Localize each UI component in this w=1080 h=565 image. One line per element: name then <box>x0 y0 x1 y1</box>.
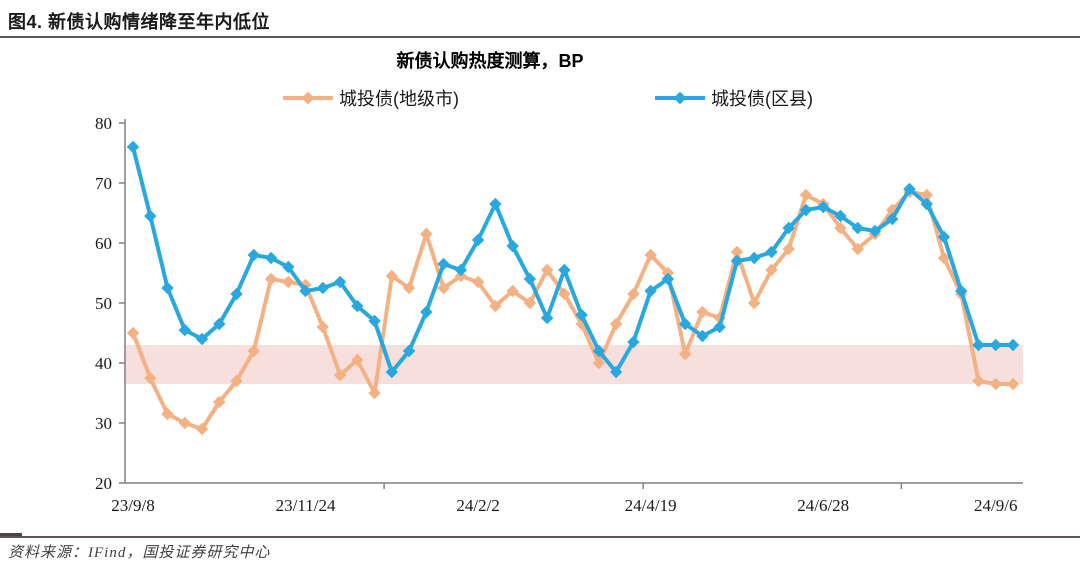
legend-label-city-level: 城投债(地级市) <box>339 89 459 109</box>
footer-rule <box>0 536 1080 538</box>
source-text: 资料来源：IFind，国投证券研究中心 <box>8 545 271 561</box>
title-rule <box>0 36 1080 38</box>
svg-text:50: 50 <box>95 294 112 313</box>
svg-text:20: 20 <box>95 474 112 493</box>
legend-line-sample-city <box>283 91 333 105</box>
footer-dash <box>0 533 22 536</box>
legend-item-city-level[interactable]: 城投债(地级市) <box>283 86 459 110</box>
legend-line-sample-county <box>655 91 705 105</box>
svg-text:60: 60 <box>95 234 112 253</box>
svg-text:70: 70 <box>95 174 112 193</box>
x-axis-labels: 23/9/8 23/11/24 24/2/2 24/4/19 24/6/28 24/9/6 <box>111 496 1017 515</box>
y-axis-ticks: 20 30 40 50 60 70 80 <box>95 114 125 493</box>
svg-text:24/6/28: 24/6/28 <box>797 496 849 515</box>
series-city-level <box>126 185 1020 436</box>
series-county-level <box>126 140 1020 379</box>
x-axis-ticks <box>383 483 903 489</box>
svg-text:23/9/8: 23/9/8 <box>111 496 154 515</box>
svg-text:24/9/6: 24/9/6 <box>974 496 1017 515</box>
svg-text:23/11/24: 23/11/24 <box>276 496 336 515</box>
svg-text:40: 40 <box>95 354 112 373</box>
figure-title: 图4. 新债认购情绪降至年内低位 <box>8 12 271 32</box>
legend-item-county-level[interactable]: 城投债(区县) <box>655 86 813 110</box>
low-band <box>125 345 1023 384</box>
legend-label-county-level: 城投债(区县) <box>711 89 813 109</box>
svg-text:80: 80 <box>95 114 112 133</box>
chart-legend: 城投债(地级市) 城投债(区县) <box>0 86 1080 110</box>
svg-text:30: 30 <box>95 414 112 433</box>
chart-title: 新债认购热度测算，BP <box>396 51 584 71</box>
svg-text:24/2/2: 24/2/2 <box>456 496 499 515</box>
svg-text:24/4/19: 24/4/19 <box>625 496 677 515</box>
axes <box>124 119 1023 484</box>
